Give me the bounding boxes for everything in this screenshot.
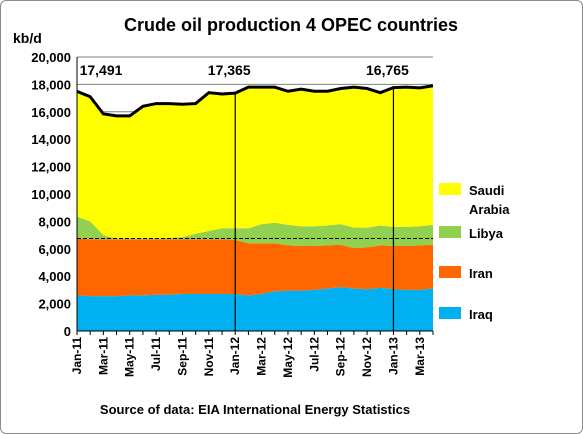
x-tick-label: Jul-11 (149, 337, 163, 371)
legend: Saudi Arabia Libya Iran Iraq (439, 183, 510, 322)
legend-swatch-iran (439, 266, 461, 278)
annotation-label: 16,765 (366, 62, 409, 78)
y-tick-label: 12,000 (31, 160, 71, 175)
overlay-lines (76, 84, 434, 240)
y-tick-label: 4,000 (38, 269, 71, 284)
y-tick-label: 18,000 (31, 77, 71, 92)
x-tick-label: May-11 (123, 337, 137, 377)
x-tick-label: Sep-12 (334, 337, 348, 377)
x-tick-label: Jul-12 (307, 337, 321, 372)
x-tick-label: Jan-11 (70, 337, 84, 375)
y-tick-labels: 0 2,000 4,000 6,000 8,000 10,000 12,000 14,000 1… (31, 50, 71, 339)
legend-label-libya: Libya (469, 226, 504, 241)
annotation-label: 17,365 (208, 62, 251, 78)
stacked-areas (77, 85, 433, 331)
axes (76, 57, 434, 335)
area-libya (77, 216, 433, 249)
x-tick-label: Mar-11 (96, 337, 110, 375)
area-iraq (77, 287, 433, 331)
legend-label-saudi-arabia: Arabia (469, 202, 510, 217)
y-tick-label: 6,000 (38, 242, 71, 257)
legend-swatch-saudi-arabia (439, 183, 461, 195)
legend-swatch-libya (439, 226, 461, 238)
source-note: Source of data: EIA International Energy… (100, 402, 410, 417)
annotation-label: 17,491 (80, 62, 123, 78)
y-tick-label: 16,000 (31, 105, 71, 120)
y-tick-label: 14,000 (31, 132, 71, 147)
total-production-line (76, 84, 434, 118)
x-tick-label: Jan-12 (228, 337, 242, 375)
legend-label-iraq: Iraq (469, 307, 493, 322)
x-tick-label: Nov-12 (360, 337, 374, 377)
x-tick-label: Jan-13 (386, 337, 400, 375)
legend-label-iran: Iran (469, 266, 493, 281)
x-tick-label: Mar-13 (413, 337, 427, 376)
x-tick-label: Mar-12 (255, 337, 269, 376)
annotations: 17,491 17,365 16,765 (80, 62, 409, 331)
legend-swatch-iraq (439, 307, 461, 319)
y-tick-label: 8,000 (38, 214, 71, 229)
x-tick-label: Sep-11 (175, 337, 189, 376)
area-saudi-arabia (77, 85, 433, 239)
chart-title: Crude oil production 4 OPEC countries (124, 15, 458, 35)
legend-label-saudi-arabia: Saudi (469, 183, 504, 198)
x-tick-label: Nov-11 (202, 337, 216, 377)
y-tick-label: 0 (64, 324, 71, 339)
y-axis-unit-label: kb/d (13, 30, 42, 46)
area-iran (77, 238, 433, 297)
y-tick-label: 2,000 (38, 297, 71, 312)
x-tick-labels: Jan-11 Mar-11 May-11 Jul-11 Sep-11 Nov-11 Jan-… (70, 337, 427, 378)
y-tick-label: 20,000 (31, 50, 71, 65)
y-tick-label: 10,000 (31, 187, 71, 202)
x-tick-label: May-12 (281, 337, 295, 378)
